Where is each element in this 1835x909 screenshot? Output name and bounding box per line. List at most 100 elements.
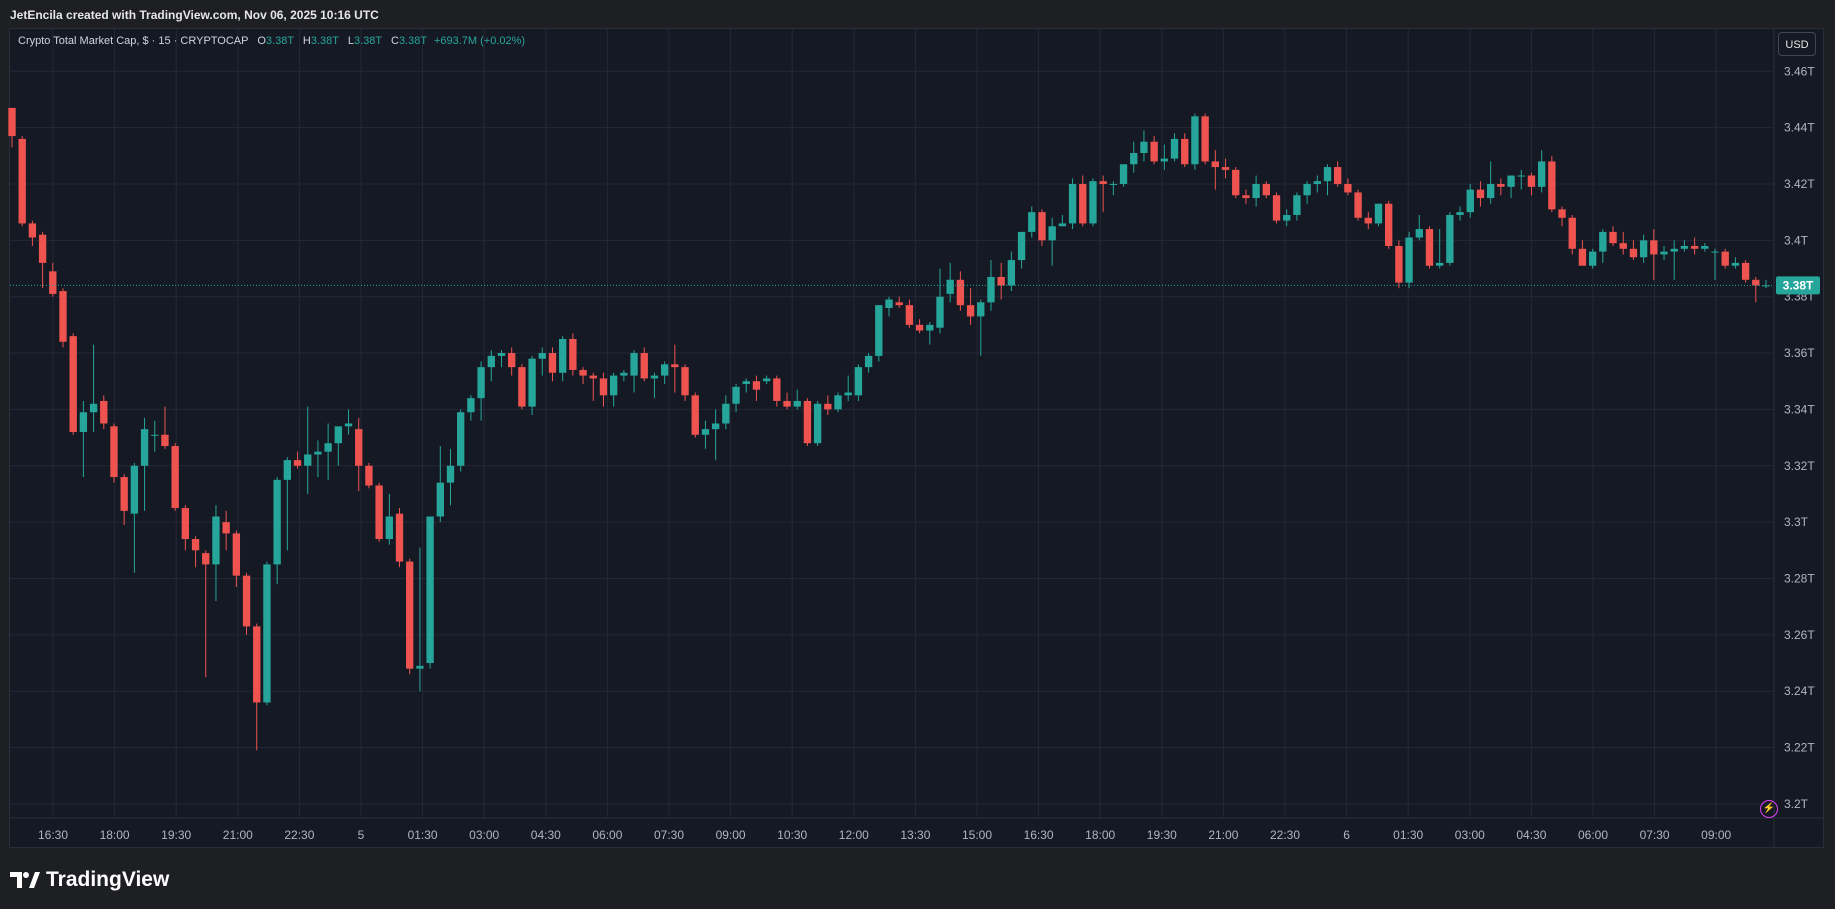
candle-body (100, 400, 108, 424)
x-tick-label: 21:00 (1208, 828, 1238, 842)
y-tick-label: 3.36T (1784, 346, 1815, 360)
candle-body (1415, 229, 1423, 238)
candle-body (151, 434, 159, 436)
candle-body (120, 477, 128, 511)
candle-body (1181, 138, 1189, 165)
candle-body (1119, 164, 1128, 184)
candle-body (569, 338, 577, 370)
candle-body (1599, 231, 1607, 252)
candle-body (864, 355, 873, 368)
legend-high-label: H (302, 35, 311, 47)
candle-body (660, 364, 669, 376)
candle-body (1517, 175, 1525, 177)
legend-low-value: 3.38T (353, 35, 382, 47)
candle-body (344, 423, 353, 427)
candle-body (579, 369, 587, 376)
candle-body (1354, 192, 1362, 218)
x-tick-label: 21:00 (223, 828, 253, 842)
x-tick-label: 22:30 (284, 828, 314, 842)
y-tick-label: 3.46T (1784, 64, 1815, 78)
x-tick-label: 04:30 (531, 828, 561, 842)
candle-body (977, 302, 985, 317)
candle-body (762, 378, 771, 382)
chart-pane[interactable] (9, 28, 1824, 848)
candle-body (834, 395, 842, 410)
candle-body (477, 367, 485, 399)
candle-body (1690, 245, 1699, 249)
candle-body (467, 398, 475, 413)
legend-open-value: 3.38T (265, 35, 294, 47)
candle-body (1721, 251, 1729, 266)
currency-button[interactable]: USD (1778, 32, 1816, 56)
x-tick-label: 03:00 (1455, 828, 1485, 842)
candle-body (385, 516, 393, 540)
candle-body (355, 429, 363, 466)
candle-body (1446, 214, 1454, 263)
legend-symbol[interactable]: Crypto Total Market Cap, $ · 15 · CRYPTO… (18, 35, 249, 47)
x-tick-label: 16:30 (38, 828, 68, 842)
lightning-icon[interactable]: ⚡ (1760, 800, 1778, 818)
candle-body (1588, 251, 1597, 266)
legend-high-value: 3.38T (310, 35, 339, 47)
candle-body (1578, 248, 1587, 266)
candle-body (508, 353, 516, 368)
candle-body (1660, 251, 1668, 255)
x-tick-label: 09:00 (1701, 828, 1731, 842)
candle-body (1252, 183, 1260, 199)
candle-body (1150, 141, 1158, 162)
candle-body (752, 381, 761, 390)
candle-body (1099, 181, 1107, 184)
legend-open-label: O (257, 35, 266, 47)
y-tick-label: 3.32T (1784, 459, 1815, 473)
y-tick-label: 3.3T (1784, 515, 1809, 529)
credit-text: JetEncila created with TradingView.com, … (10, 8, 379, 22)
candle-body (946, 279, 954, 294)
candle-body (640, 353, 648, 379)
y-tick-label: 3.24T (1784, 684, 1815, 698)
candle-body (538, 353, 546, 359)
candle-body (518, 367, 526, 407)
candle-body (803, 400, 812, 444)
tradingview-logo-icon (10, 872, 40, 888)
candle-body (222, 522, 230, 534)
legend-close-label: C (390, 35, 399, 47)
candle-body (1191, 116, 1199, 165)
candle-body (1466, 189, 1474, 213)
candle-body (1711, 251, 1719, 253)
candle-body (1456, 212, 1464, 215)
x-tick-label: 06:00 (1578, 828, 1608, 842)
candle-body (130, 465, 139, 514)
candle-body (1140, 141, 1148, 153)
candle-body (854, 367, 863, 396)
candle-body (1731, 262, 1740, 266)
candle-body (1670, 248, 1678, 252)
candle-body (1568, 217, 1576, 249)
candle-body (599, 378, 608, 396)
candle-body (38, 234, 47, 263)
candle-body (997, 276, 1005, 286)
candle-body (161, 434, 169, 447)
x-tick-label: 09:00 (716, 828, 746, 842)
candle-body (1395, 245, 1403, 283)
candle-body (1364, 217, 1372, 224)
candle-body (701, 429, 710, 435)
y-tick-label: 3.34T (1784, 402, 1815, 416)
candle-body (742, 381, 750, 385)
candle-body (365, 465, 373, 486)
candle-body (304, 454, 312, 466)
candle-body (1507, 175, 1515, 187)
candle-body (416, 665, 424, 669)
candle-body (589, 375, 597, 379)
candle-body (1609, 231, 1617, 244)
candle-body (966, 305, 975, 317)
candle-body (202, 553, 210, 565)
candle-body (426, 516, 434, 664)
candle-body (1405, 237, 1413, 283)
candle-body (650, 375, 659, 379)
x-tick-label: 22:30 (1270, 828, 1300, 842)
candle-body (1385, 203, 1393, 246)
chart-legend: Crypto Total Market Cap, $ · 15 · CRYPTO… (18, 35, 525, 47)
candle-body (253, 626, 261, 703)
y-tick-label: 3.44T (1784, 121, 1815, 135)
